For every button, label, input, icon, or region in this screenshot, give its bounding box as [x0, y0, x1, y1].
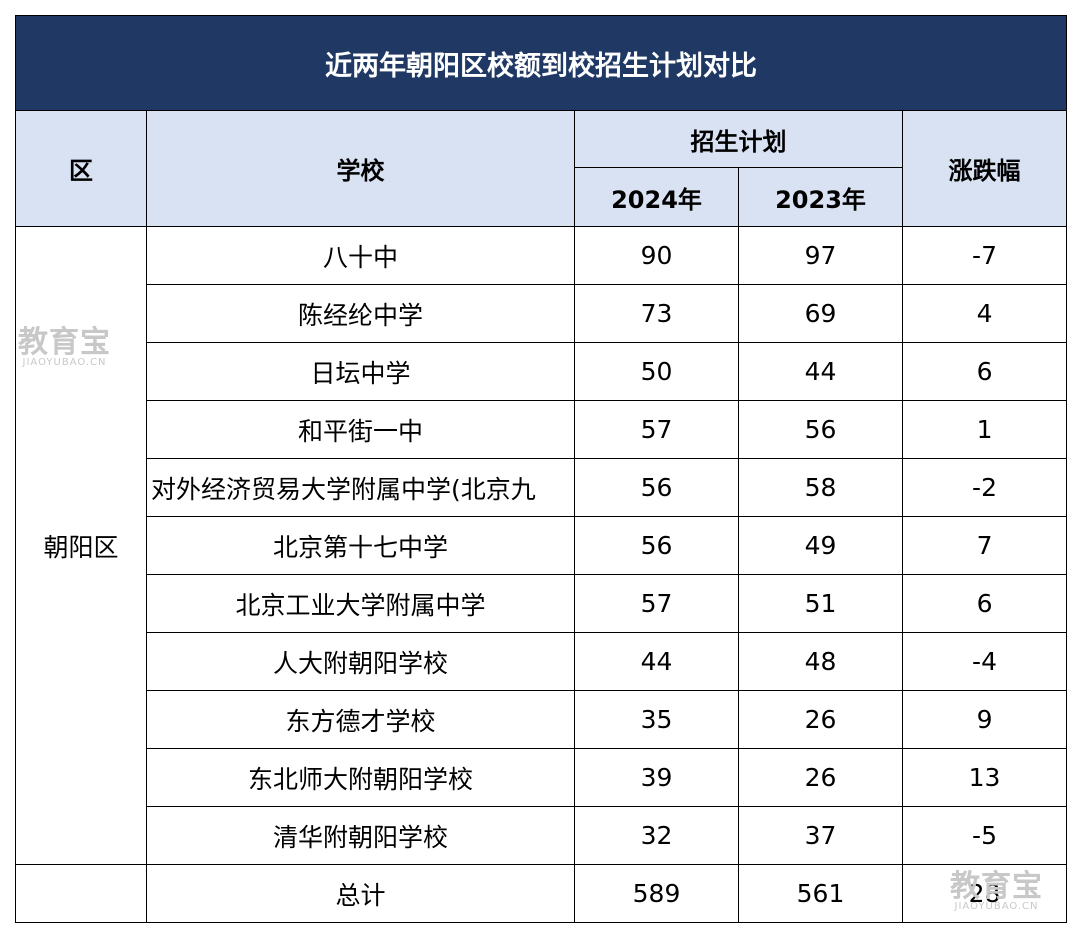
table-row: 人大附朝阳学校 44 48 -4 — [16, 632, 1068, 691]
plan-2024-cell: 39 — [574, 748, 739, 807]
table-row: 北京第十七中学 56 49 7 — [16, 516, 1068, 575]
table-row: 清华附朝阳学校 32 37 -5 — [16, 806, 1068, 865]
plan-2024-cell: 50 — [574, 342, 739, 401]
table-title: 近两年朝阳区校额到校招生计划对比 — [14, 15, 1068, 111]
school-cell: 对外经济贸易大学附属中学(北京九 — [146, 458, 575, 517]
plan-2023-cell: 48 — [738, 632, 903, 691]
watermark-logo-left: 教育宝 JIAOYUBAO.CN — [18, 328, 111, 368]
plan-2023-cell: 56 — [738, 400, 903, 459]
header-year-2024: 2024年 — [574, 167, 739, 227]
plan-2024-cell: 56 — [574, 516, 739, 575]
watermark-logo-text: 教育宝 — [18, 325, 111, 360]
header-school: 学校 — [146, 110, 575, 227]
plan-2024-cell: 73 — [574, 284, 739, 343]
school-cell: 清华附朝阳学校 — [146, 806, 575, 865]
change-cell: -7 — [901, 226, 1068, 285]
total-2023-cell: 561 — [738, 864, 903, 923]
plan-2024-cell: 90 — [574, 226, 739, 285]
table-row: 日坛中学 50 44 6 — [16, 342, 1068, 401]
school-cell: 东北师大附朝阳学校 — [146, 748, 575, 807]
watermark-domain-text: JIAOYUBAO.CN — [22, 357, 107, 368]
table-row: 东方德才学校 35 26 9 — [16, 690, 1068, 749]
change-cell: 1 — [901, 400, 1068, 459]
plan-2024-cell: 44 — [574, 632, 739, 691]
plan-2023-cell: 97 — [738, 226, 903, 285]
watermark-logo-right: 教育宝 JIAOYUBAO.CN — [950, 872, 1043, 912]
change-cell: 13 — [901, 748, 1068, 807]
header-year-2023: 2023年 — [738, 167, 903, 227]
change-cell: 6 — [901, 574, 1068, 633]
plan-2024-cell: 56 — [574, 458, 739, 517]
school-cell: 人大附朝阳学校 — [146, 632, 575, 691]
watermark-domain-text: JIAOYUBAO.CN — [954, 901, 1039, 912]
plan-2024-cell: 32 — [574, 806, 739, 865]
total-label-cell: 总计 — [146, 864, 575, 923]
plan-2024-cell: 57 — [574, 400, 739, 459]
school-cell: 日坛中学 — [146, 342, 575, 401]
table-body: 朝阳区 八十中 90 97 -7 陈经纶中学 73 69 4 日坛中学 50 4… — [15, 226, 1068, 923]
total-2024-cell: 589 — [574, 864, 739, 923]
comparison-table-container: 近两年朝阳区校额到校招生计划对比 区 学校 招生计划 涨跌幅 2024年 202… — [14, 15, 1068, 923]
plan-2023-cell: 51 — [738, 574, 903, 633]
school-cell: 八十中 — [146, 226, 575, 285]
school-cell: 北京工业大学附属中学 — [146, 574, 575, 633]
table-row: 东北师大附朝阳学校 39 26 13 — [16, 748, 1068, 807]
plan-2023-cell: 37 — [738, 806, 903, 865]
plan-2024-cell: 35 — [574, 690, 739, 749]
total-change-cell: 28 — [901, 864, 1068, 923]
plan-2023-cell: 49 — [738, 516, 903, 575]
table-row: 和平街一中 57 56 1 — [16, 400, 1068, 459]
plan-2023-cell: 26 — [738, 690, 903, 749]
table-row: 北京工业大学附属中学 57 51 6 — [16, 574, 1068, 633]
school-cell: 陈经纶中学 — [146, 284, 575, 343]
change-cell: 9 — [901, 690, 1068, 749]
change-cell: -2 — [901, 458, 1068, 517]
plan-2023-cell: 44 — [738, 342, 903, 401]
total-district-cell — [15, 864, 147, 923]
school-cell: 东方德才学校 — [146, 690, 575, 749]
school-cell: 北京第十七中学 — [146, 516, 575, 575]
plan-2024-cell: 57 — [574, 574, 739, 633]
district-cell: 朝阳区 — [15, 226, 147, 865]
header-district: 区 — [15, 110, 147, 227]
plan-2023-cell: 69 — [738, 284, 903, 343]
change-cell: 6 — [901, 342, 1068, 401]
watermark-logo-text: 教育宝 — [950, 869, 1043, 904]
enrollment-comparison-table: 近两年朝阳区校额到校招生计划对比 区 学校 招生计划 涨跌幅 2024年 202… — [14, 15, 1068, 923]
change-cell: 7 — [901, 516, 1068, 575]
change-cell: -5 — [901, 806, 1068, 865]
change-cell: -4 — [901, 632, 1068, 691]
header-plan: 招生计划 — [574, 110, 903, 168]
table-row: 陈经纶中学 73 69 4 — [16, 284, 1068, 343]
total-row: 总计 589 561 28 — [15, 864, 1068, 923]
change-cell: 4 — [901, 284, 1068, 343]
plan-2023-cell: 26 — [738, 748, 903, 807]
table-row: 对外经济贸易大学附属中学(北京九 56 58 -2 — [16, 458, 1068, 517]
header-change: 涨跌幅 — [901, 110, 1068, 227]
school-cell: 和平街一中 — [146, 400, 575, 459]
plan-2023-cell: 58 — [738, 458, 903, 517]
table-row: 朝阳区 八十中 90 97 -7 — [15, 226, 1068, 865]
